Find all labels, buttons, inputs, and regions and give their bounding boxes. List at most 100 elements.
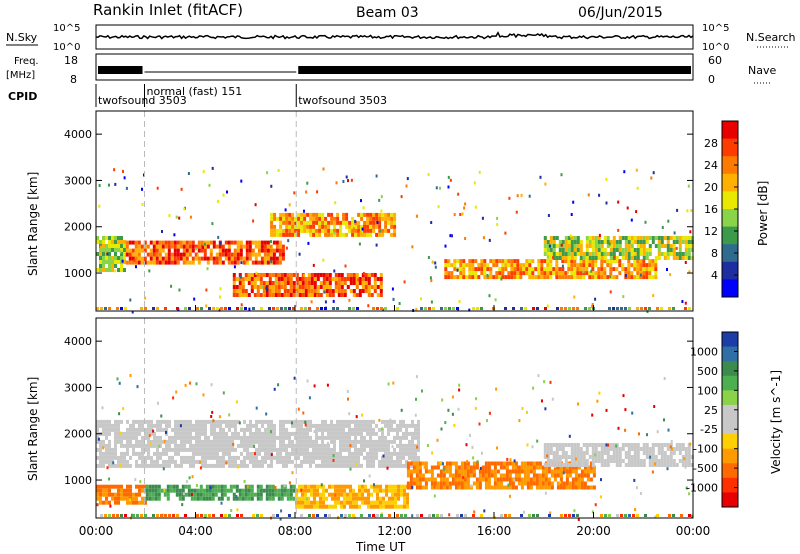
data-cell: [382, 500, 385, 505]
data-cell: [162, 463, 165, 468]
ground-cell: [672, 307, 675, 310]
data-cell: [373, 504, 376, 509]
data-cell: [342, 431, 345, 436]
data-cell: [230, 240, 234, 245]
data-cell: [324, 228, 328, 233]
data-cell: [270, 216, 274, 221]
data-cell: [687, 447, 691, 451]
ground-cell: [124, 307, 127, 310]
data-cell: [564, 459, 568, 463]
data-cell: [375, 439, 378, 444]
data-cell: [126, 447, 129, 452]
data-cell: [195, 459, 198, 464]
data-cell: [555, 252, 559, 256]
ground-cell: [224, 307, 227, 310]
noise-cell: [653, 405, 656, 408]
data-cell: [313, 277, 317, 281]
noise-cell: [670, 440, 673, 443]
data-cell: [114, 244, 117, 248]
data-cell: [111, 236, 114, 240]
data-cell: [219, 435, 222, 440]
data-cell: [126, 435, 129, 440]
noise-cell: [569, 234, 572, 238]
data-cell: [351, 451, 354, 456]
data-cell: [114, 500, 117, 505]
data-cell: [582, 459, 586, 463]
data-cell: [247, 492, 251, 497]
data-cell: [654, 463, 658, 467]
data-cell: [132, 500, 135, 505]
data-cell: [336, 419, 339, 424]
data-cell: [463, 477, 467, 482]
data-cell: [600, 240, 604, 244]
data-cell: [381, 443, 384, 448]
data-cell: [159, 427, 162, 432]
data-cell: [483, 263, 487, 268]
data-cell: [168, 423, 171, 428]
data-cell: [600, 267, 604, 272]
data-cell: [211, 488, 215, 493]
data-cell: [469, 465, 473, 470]
data-cell: [244, 293, 248, 297]
data-cell: [268, 273, 272, 277]
data-cell: [185, 256, 189, 261]
data-cell: [348, 439, 351, 444]
data-cell: [589, 477, 593, 482]
data-cell: [537, 275, 541, 280]
data-cell: [166, 488, 170, 493]
data-cell: [146, 252, 150, 257]
data-cell: [303, 427, 306, 432]
data-cell: [267, 439, 270, 444]
data-cell: [372, 451, 375, 456]
data-cell: [543, 275, 547, 280]
data-cell: [417, 423, 420, 428]
data-cell: [187, 488, 191, 493]
data-cell: [147, 435, 150, 440]
data-cell: [259, 293, 263, 297]
data-cell: [123, 256, 126, 260]
data-cell: [282, 419, 285, 424]
data-cell: [258, 439, 261, 444]
data-cell: [460, 477, 464, 482]
ground-cell: [404, 514, 407, 517]
velocity-background: [96, 318, 693, 518]
data-cell: [594, 252, 598, 256]
data-cell: [366, 451, 369, 456]
data-cell: [191, 256, 195, 261]
data-cell: [355, 500, 358, 505]
colorbar-segment: [722, 191, 738, 210]
data-cell: [337, 273, 341, 277]
ground-cell: [396, 514, 399, 517]
data-cell: [249, 427, 252, 432]
noise-cell: [415, 214, 418, 218]
data-cell: [369, 216, 373, 221]
data-cell: [274, 285, 278, 289]
data-cell: [276, 232, 280, 237]
data-cell: [237, 435, 240, 440]
data-cell: [369, 232, 373, 237]
data-cell: [396, 431, 399, 436]
data-cell: [286, 293, 290, 297]
data-cell: [633, 443, 637, 447]
data-cell: [402, 455, 405, 460]
data-cell: [280, 293, 284, 297]
data-cell: [459, 267, 463, 272]
data-cell: [447, 275, 451, 280]
data-cell: [534, 267, 538, 272]
data-cell: [321, 212, 325, 217]
data-cell: [463, 485, 467, 490]
data-cell: [366, 419, 369, 424]
data-cell: [336, 435, 339, 440]
data-cell: [204, 431, 207, 436]
data-cell: [421, 461, 425, 466]
data-cell: [355, 273, 359, 277]
data-cell: [612, 455, 616, 459]
data-cell: [114, 492, 117, 497]
noise-cell: [310, 300, 313, 304]
data-cell: [678, 451, 682, 455]
data-cell: [406, 504, 409, 509]
data-cell: [660, 443, 664, 447]
data-cell: [654, 271, 658, 276]
ground-cell: [360, 514, 363, 517]
data-cell: [174, 447, 177, 452]
